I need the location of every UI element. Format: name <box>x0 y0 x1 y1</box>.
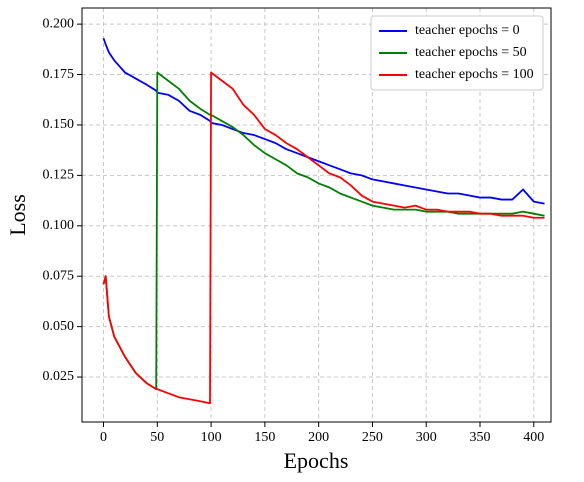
y-tick-label: 0.075 <box>43 268 75 283</box>
series-line <box>102 71 545 405</box>
y-tick-label: 0.175 <box>43 67 75 82</box>
y-tick-label: 0.200 <box>43 16 75 31</box>
x-tick-label: 100 <box>201 430 222 445</box>
x-axis-label: Epochs <box>284 448 349 473</box>
y-tick-label: 0.100 <box>43 218 75 233</box>
y-tick-label: 0.125 <box>43 168 75 183</box>
legend-label: teacher epochs = 0 <box>415 23 520 38</box>
legend-label: teacher epochs = 100 <box>415 67 534 82</box>
y-tick-label: 0.050 <box>43 319 75 334</box>
legend-label: teacher epochs = 50 <box>415 45 527 60</box>
y-tick-label: 0.150 <box>43 117 75 132</box>
x-tick-label: 0 <box>100 430 107 445</box>
x-tick-label: 350 <box>470 430 491 445</box>
series-line <box>102 71 545 391</box>
x-tick-label: 400 <box>523 430 544 445</box>
x-tick-label: 50 <box>150 430 164 445</box>
x-tick-label: 200 <box>308 430 329 445</box>
y-tick-label: 0.025 <box>43 369 75 384</box>
plot-frame <box>81 7 552 423</box>
x-tick-label: 150 <box>254 430 275 445</box>
x-tick-label: 300 <box>416 430 437 445</box>
y-axis-label: Loss <box>5 194 30 236</box>
legend-box <box>370 15 544 91</box>
x-tick-label: 250 <box>362 430 383 445</box>
